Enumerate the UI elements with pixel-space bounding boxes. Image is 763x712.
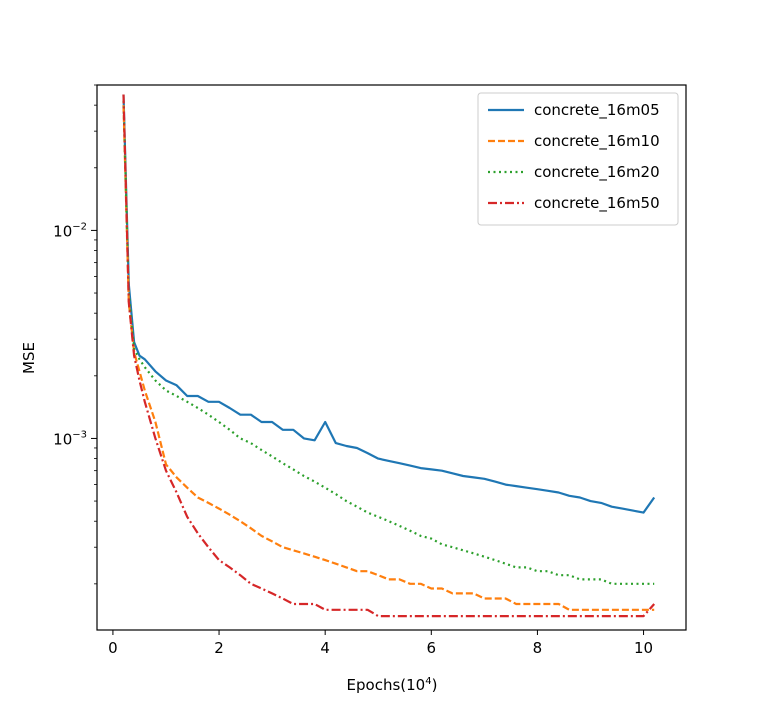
y-tick-label: 10−3 (53, 429, 87, 448)
legend-label: concrete_16m05 (534, 101, 660, 120)
y-major-ticks: 10−3 10−2 (53, 221, 97, 448)
series-line-concrete-16m05 (122, 94, 656, 514)
y-tick-label: 10−2 (53, 221, 87, 240)
x-tick-label: 4 (320, 639, 330, 657)
x-tick-label: 0 (108, 639, 118, 657)
legend: concrete_16m05 concrete_16m10 concrete_16m… (477, 92, 679, 226)
series-line-concrete-16m10 (122, 105, 655, 611)
x-ticks: 0 2 4 6 8 10 (108, 630, 653, 657)
legend-label: concrete_16m20 (534, 163, 660, 182)
legend-box (477, 92, 679, 226)
legend-label: concrete_16m50 (534, 194, 660, 213)
x-axis-label-exponent: 4 (425, 676, 431, 687)
y-axis-label: MSE (20, 342, 38, 374)
legend-label: concrete_16m10 (534, 132, 660, 151)
x-axis-label: Epochs(104) (347, 676, 438, 694)
series-line-concrete-16m20 (122, 100, 655, 585)
x-tick-label: 6 (427, 639, 437, 657)
x-tick-label: 2 (214, 639, 224, 657)
x-tick-label: 8 (533, 639, 543, 657)
series-line-concrete-16m50 (122, 94, 656, 618)
plot-frame (96, 84, 687, 631)
x-tick-label: 10 (634, 639, 653, 657)
series-layer (122, 94, 656, 618)
